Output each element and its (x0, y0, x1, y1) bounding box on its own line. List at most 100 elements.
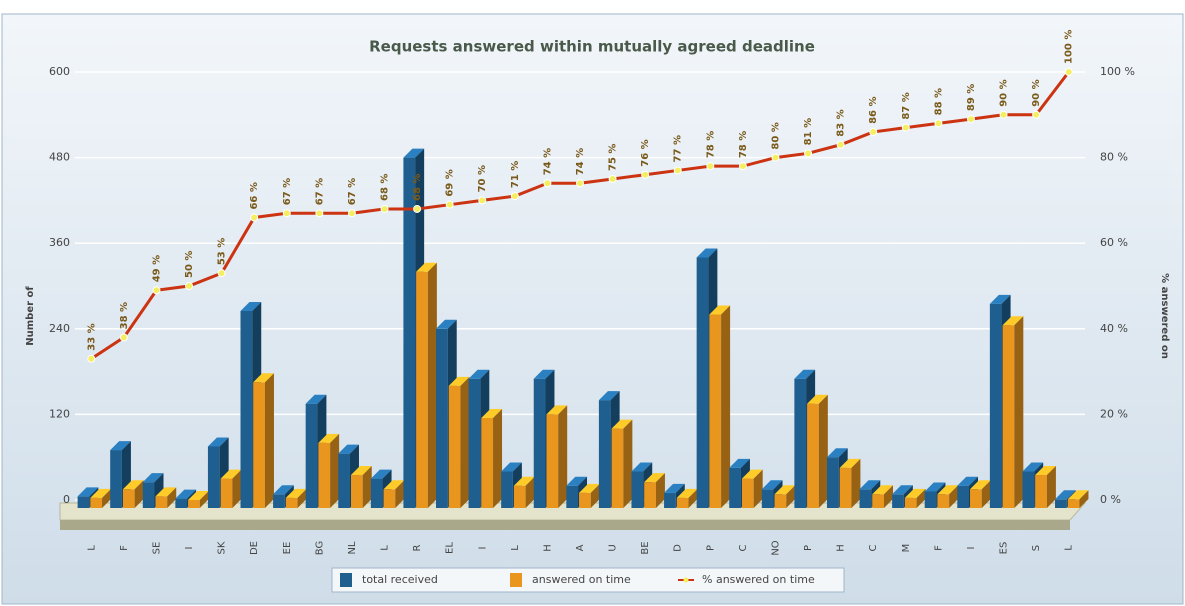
bar-side (884, 485, 893, 508)
data-label: 74 % (575, 148, 586, 175)
bar (859, 489, 872, 508)
bar-side (1079, 490, 1089, 508)
x-tick-label: NL (347, 541, 358, 554)
data-label: 100 % (1064, 30, 1075, 64)
x-tick-label: R (412, 544, 423, 551)
data-label: 67 % (282, 178, 293, 205)
bar (142, 482, 155, 508)
bar-side (395, 480, 405, 508)
bar (370, 478, 383, 508)
bar-side (981, 480, 991, 508)
bar-side (851, 458, 861, 508)
line-marker (347, 209, 356, 218)
bar-top (481, 408, 503, 418)
bar (937, 494, 950, 508)
bar-top (546, 405, 568, 415)
bar (533, 378, 546, 508)
bar (155, 496, 168, 508)
bar-top (579, 483, 600, 493)
line-marker (478, 196, 487, 205)
data-label: 33 % (86, 323, 97, 350)
bar-top (611, 419, 633, 429)
bar-top (937, 485, 959, 495)
line-marker (119, 333, 128, 342)
bar-top (566, 476, 588, 486)
bar-side (167, 487, 177, 508)
y-tick-label: 600 (49, 65, 70, 78)
bar-top (175, 489, 197, 499)
bar-side (590, 483, 600, 508)
bar-top (631, 462, 653, 472)
x-tick-label: NO (770, 540, 781, 555)
bar-top (240, 301, 262, 311)
bar-top (383, 480, 405, 490)
bar (435, 328, 448, 508)
y2-tick-label: 0 % (1100, 493, 1121, 506)
data-label: 49 % (151, 255, 162, 282)
bar (1055, 499, 1067, 508)
data-label: 89 % (966, 84, 977, 111)
x-tick-label: H (836, 544, 847, 552)
bar (579, 492, 591, 508)
bar-top (370, 469, 392, 479)
bar-top (644, 473, 665, 483)
y2-tick-label: 60 % (1100, 236, 1128, 249)
x-tick-label: L (86, 545, 97, 551)
line-marker (250, 213, 259, 222)
data-label: 90 % (999, 79, 1010, 106)
bar (546, 414, 559, 508)
data-label: 75 % (608, 144, 619, 171)
bar-top (285, 488, 307, 498)
x-tick-label: ES (999, 542, 1010, 555)
bar-side (427, 262, 437, 508)
x-tick-label: A (575, 544, 586, 551)
y2-tick-label: 20 % (1100, 407, 1128, 420)
x-tick-label: I (477, 547, 488, 550)
data-label: 74 % (542, 148, 553, 175)
bar-side (102, 488, 112, 508)
bar-top (741, 469, 763, 479)
bar-top (970, 480, 991, 490)
line-marker (1032, 110, 1041, 119)
line-marker (706, 162, 715, 171)
x-tick-label: F (933, 545, 944, 551)
y-tick-label: 480 (49, 151, 70, 164)
bar-side (655, 473, 665, 508)
bar (285, 497, 298, 508)
bar-top (859, 480, 881, 490)
bar-top (155, 487, 177, 497)
bar (709, 314, 722, 508)
bar-top (696, 248, 718, 258)
bar-side (297, 488, 307, 508)
bar-top (807, 394, 828, 404)
bar-top (664, 483, 685, 493)
x-tick-label: F (119, 545, 130, 551)
bar-side (362, 466, 372, 508)
bar (774, 494, 787, 508)
y2-tick-label: 100 % (1100, 65, 1135, 78)
bar (338, 453, 350, 508)
bar (77, 496, 90, 508)
bar (664, 492, 676, 508)
bar-side (558, 405, 568, 508)
bar-top (761, 480, 783, 490)
data-label: 68 % (412, 174, 423, 201)
bar (207, 446, 220, 508)
bar (872, 494, 884, 508)
legend-swatch (340, 573, 352, 587)
bar (696, 257, 709, 508)
bar (188, 500, 200, 508)
bar (318, 442, 331, 508)
bar (240, 310, 253, 508)
bar (611, 428, 624, 508)
x-tick-label: M (901, 544, 912, 553)
x-tick-label: L (510, 545, 521, 551)
bar-top (142, 473, 164, 483)
bar-top (794, 369, 816, 379)
line-marker (934, 119, 943, 128)
line-marker (771, 153, 780, 162)
x-tick-label: L (1064, 545, 1075, 551)
bar (122, 489, 135, 508)
bar (676, 497, 689, 508)
bar (513, 485, 526, 508)
